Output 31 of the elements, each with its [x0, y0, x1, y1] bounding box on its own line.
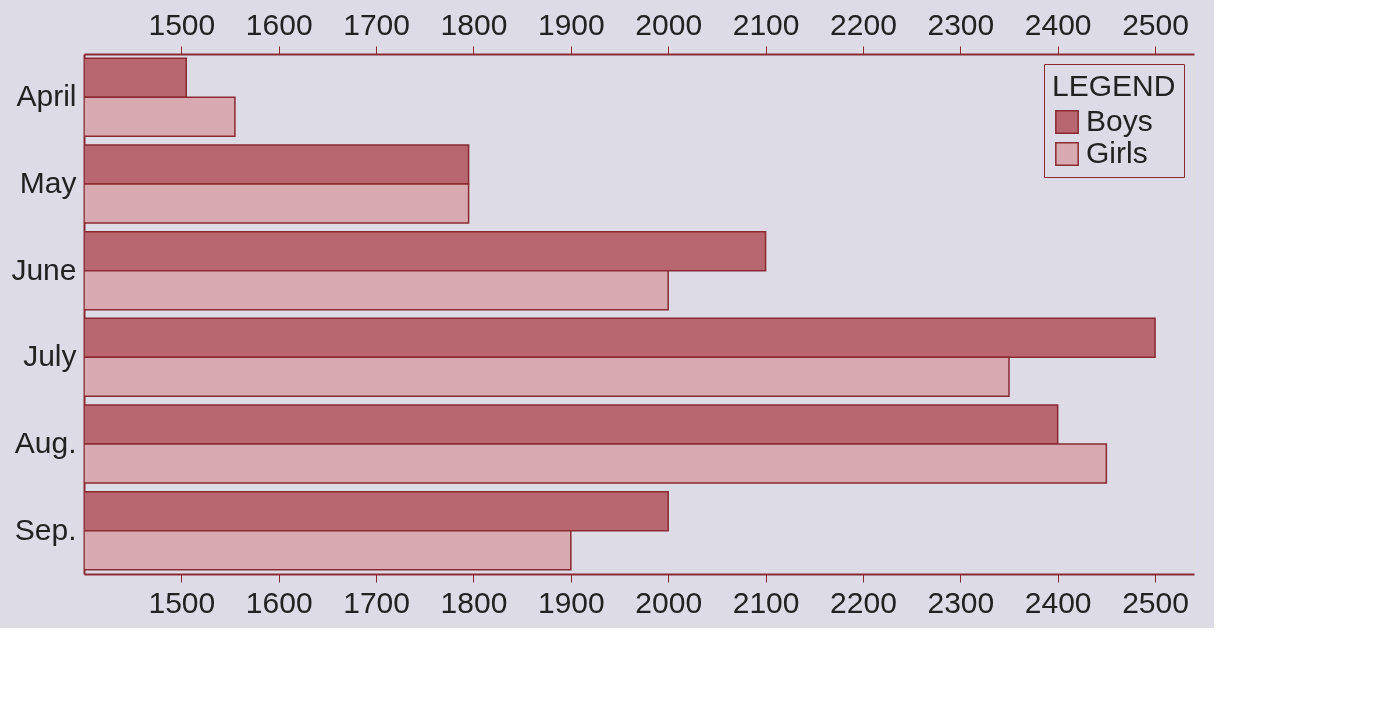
legend-title: LEGEND: [1052, 69, 1176, 102]
x-tick-label: 1800: [440, 7, 508, 41]
x2-tick-label: 1700: [343, 585, 410, 619]
y-tick-label: July: [23, 339, 77, 373]
y-tick-label: April: [16, 79, 77, 113]
x2-tick-label: 2500: [1122, 585, 1189, 619]
x2-tick-label: 1800: [440, 585, 508, 619]
x-tick-label: 2400: [1024, 7, 1092, 41]
x-tick-label: 1500: [148, 7, 216, 41]
y-tick-label: Sep.: [14, 512, 77, 546]
x-tick-label: 1600: [245, 7, 313, 41]
x2-tick-label: 1600: [245, 585, 313, 619]
x-tick-label: 1900: [537, 7, 605, 41]
x-tick-label: 2300: [927, 7, 995, 41]
legend-label: Girls: [1086, 136, 1148, 169]
x2-tick-label: 1900: [537, 585, 605, 619]
legend-label: Boys: [1086, 104, 1153, 137]
x-tick-label: 2000: [635, 7, 703, 41]
y-tick-label: Aug.: [14, 426, 77, 459]
x2-tick-label: 2200: [830, 585, 897, 619]
x-tick-label: 2500: [1122, 7, 1189, 41]
x2-tick-label: 1500: [148, 585, 216, 619]
y-tick-label: June: [11, 252, 77, 286]
x-tick-label: 1700: [343, 7, 410, 41]
y-tick-label: May: [19, 166, 77, 199]
x2-tick-label: 2400: [1024, 585, 1092, 619]
x-tick-label: 2200: [830, 7, 897, 41]
x2-tick-label: 2000: [635, 585, 703, 619]
x2-tick-label: 2300: [927, 585, 995, 619]
x-tick-label: 2100: [732, 7, 800, 41]
x2-tick-label: 2100: [732, 585, 800, 619]
